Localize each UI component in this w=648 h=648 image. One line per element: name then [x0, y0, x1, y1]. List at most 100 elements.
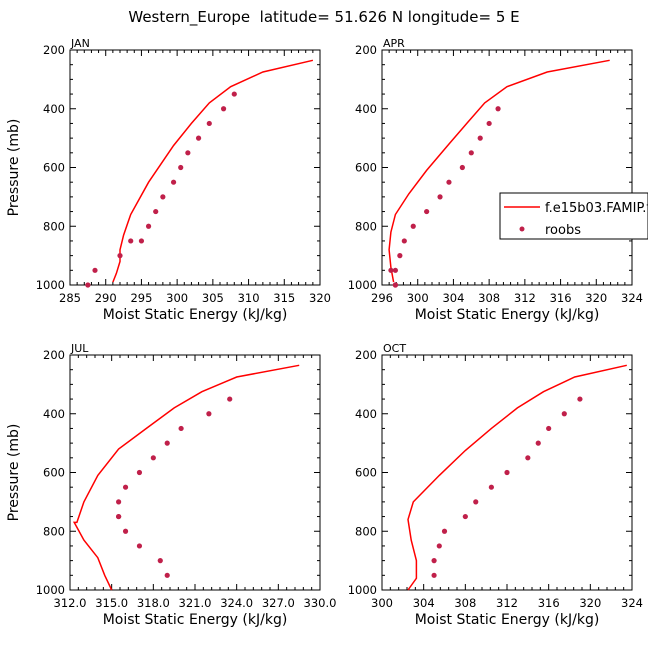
obs-point — [392, 267, 398, 273]
x-tick-label: 312.0 — [54, 596, 87, 610]
obs-point — [561, 411, 567, 417]
obs-point — [206, 120, 212, 127]
y-tick-label: 600 — [355, 466, 377, 480]
obs-point — [431, 572, 437, 578]
obs-point — [424, 208, 430, 215]
obs-point — [153, 208, 159, 215]
legend-dots-label: roobs — [545, 223, 581, 238]
obs-point — [150, 455, 156, 461]
y-tick-label: 1000 — [36, 583, 65, 597]
x-tick-label: 320 — [579, 596, 601, 610]
panel-jan: JAN 285 290 295 300 305 310 315 320 200 400 600 800 1… — [6, 37, 331, 323]
obs-point — [178, 425, 184, 432]
x-tick-label: 320 — [309, 291, 331, 305]
y-tick-label: 200 — [355, 43, 377, 57]
y-tick-label: 400 — [355, 102, 377, 116]
x-tick-label: 324.0 — [220, 596, 253, 610]
x-tick-label: 296 — [371, 291, 393, 305]
plot-frame — [381, 49, 633, 286]
plot-frame — [69, 354, 321, 591]
obs-point — [477, 135, 483, 141]
x-tick-label: 327.0 — [262, 596, 295, 610]
obs-point — [437, 194, 443, 200]
obs-point — [122, 528, 129, 534]
x-tick-label: 318.0 — [137, 596, 170, 610]
obs-point — [436, 543, 442, 549]
obs-point — [136, 543, 143, 549]
obs-point — [231, 91, 237, 97]
x-tick-label: 316 — [538, 596, 560, 610]
x-tick-label: 304 — [413, 596, 435, 610]
panel-apr: APR 296 300 304 308 312 316 320 324 200 400 600 800 1… — [348, 37, 643, 323]
obs-point — [138, 238, 145, 244]
obs-point — [504, 469, 510, 476]
y-axis-label: Pressure (mb) — [6, 119, 22, 217]
x-tick-label: 300 — [407, 291, 429, 305]
x-tick-label: 324 — [621, 596, 643, 610]
obs-point — [145, 223, 152, 229]
obs-point — [410, 223, 416, 229]
x-tick-label: 285 — [59, 291, 81, 305]
x-tick-label: 300 — [166, 291, 188, 305]
obs-point — [468, 150, 474, 156]
x-tick-label: 308 — [478, 291, 500, 305]
obs-point — [486, 120, 492, 127]
y-tick-label: 200 — [43, 43, 65, 57]
x-tick-label: 312 — [496, 596, 518, 610]
x-tick-label: 305 — [202, 291, 224, 305]
x-tick-label: 330.0 — [304, 596, 337, 610]
obs-point — [117, 253, 123, 259]
obs-point — [495, 106, 501, 112]
model-line — [407, 364, 627, 591]
obs-point — [473, 499, 479, 505]
x-tick-label: 315 — [273, 291, 295, 305]
x-tick-label: 316 — [550, 291, 572, 305]
obs-point — [446, 179, 452, 185]
obs-point — [206, 411, 212, 417]
obs-point — [525, 455, 531, 461]
obs-point — [85, 282, 91, 288]
x-tick-label: 304 — [442, 291, 464, 305]
y-tick-label: 800 — [43, 219, 65, 233]
y-tick-label: 1000 — [36, 278, 65, 292]
obs-point — [195, 135, 202, 141]
x-tick-label: 324 — [621, 291, 643, 305]
x-tick-label: 308 — [454, 596, 476, 610]
obs-point — [488, 484, 494, 490]
y-tick-label: 200 — [355, 348, 377, 362]
y-tick-label: 400 — [43, 407, 65, 421]
obs-point — [164, 572, 170, 578]
x-axis-label: Moist Static Energy (kJ/kg) — [415, 307, 600, 323]
y-tick-label: 400 — [355, 407, 377, 421]
x-tick-label: 312 — [514, 291, 536, 305]
plot-frame — [69, 49, 321, 286]
obs-point — [170, 179, 177, 185]
y-tick-label: 600 — [43, 466, 65, 480]
obs-point — [92, 267, 98, 273]
legend-box — [499, 192, 648, 240]
obs-point — [431, 558, 437, 564]
panel-label: JUL — [70, 342, 89, 355]
obs-point — [116, 513, 122, 520]
obs-point — [164, 440, 170, 446]
obs-point — [397, 253, 403, 259]
x-tick-label: 300 — [371, 596, 393, 610]
legend-dot-swatch — [519, 226, 525, 232]
x-tick-label: 315.0 — [95, 596, 128, 610]
panel-label: JAN — [70, 37, 90, 50]
model-line — [388, 59, 610, 283]
model-line — [72, 364, 300, 591]
obs-point — [535, 440, 541, 446]
y-tick-label: 1000 — [348, 278, 377, 292]
y-tick-label: 400 — [43, 102, 65, 116]
x-tick-label: 295 — [130, 291, 152, 305]
obs-point — [136, 469, 143, 476]
model-line — [112, 59, 314, 283]
panel-oct: OCT 300 304 308 312 316 320 324 200 400 600 800 1000… — [348, 342, 643, 628]
x-axis-label: Moist Static Energy (kJ/kg) — [103, 612, 288, 628]
obs-point — [577, 396, 583, 402]
y-tick-label: 800 — [43, 524, 65, 538]
y-tick-label: 800 — [355, 219, 377, 233]
panels: JAN 285 290 295 300 305 310 315 320 200 400 600 800 1… — [6, 37, 643, 628]
